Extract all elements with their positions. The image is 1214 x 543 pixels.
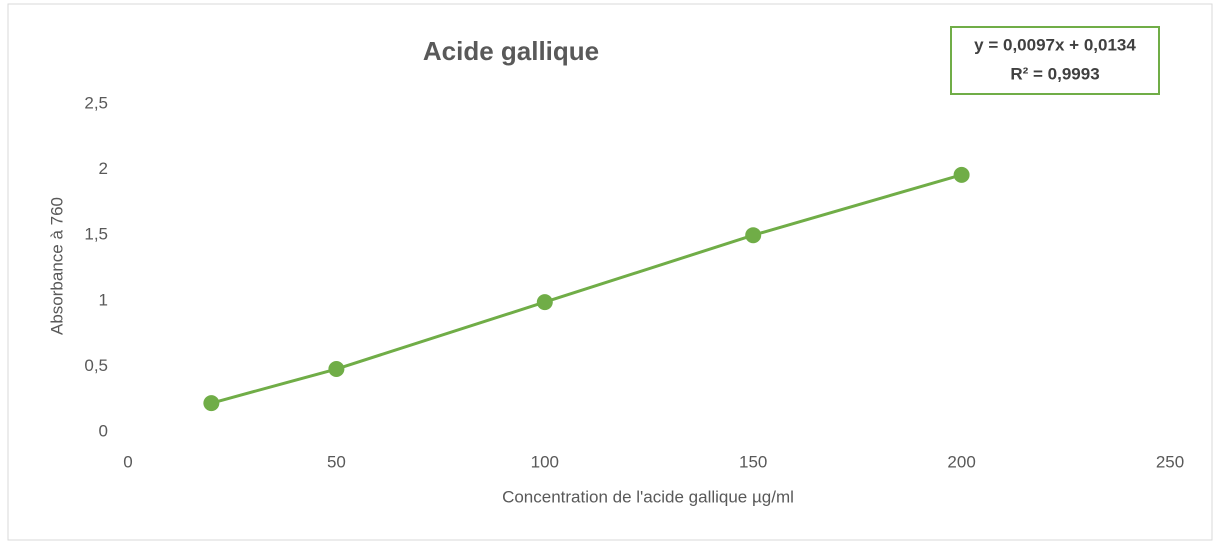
equation-box (950, 26, 1160, 95)
x-tick-label: 150 (739, 452, 767, 471)
trendline (210, 173, 963, 405)
y-axis-title: Absorbance à 760 (47, 197, 66, 335)
y-tick-label: 1,5 (84, 225, 108, 244)
chart-title: Acide gallique (423, 36, 599, 66)
point (203, 395, 220, 412)
x-tick-label: 200 (947, 452, 975, 471)
y-tick-label: 2 (99, 159, 108, 178)
x-tick-label: 100 (531, 452, 559, 471)
y-tick-label: 0,5 (84, 356, 108, 375)
x-tick-label: 0 (123, 452, 132, 471)
y-tick-label: 2,5 (84, 93, 108, 112)
point (328, 361, 345, 378)
trendline-equation: y = 0,0097x + 0,0134 (974, 35, 1136, 54)
y-tick-label: 0 (99, 421, 108, 440)
point (745, 227, 762, 244)
x-tick-label: 50 (327, 452, 346, 471)
y-tick-label: 1 (99, 290, 108, 309)
r-squared: R² = 0,9993 (1010, 64, 1099, 83)
x-tick-label: 250 (1156, 452, 1184, 471)
point (953, 166, 970, 183)
chart-border (7, 3, 1213, 541)
x-axis-title: Concentration de l'acide gallique µg/ml (502, 487, 794, 506)
point (536, 294, 553, 311)
